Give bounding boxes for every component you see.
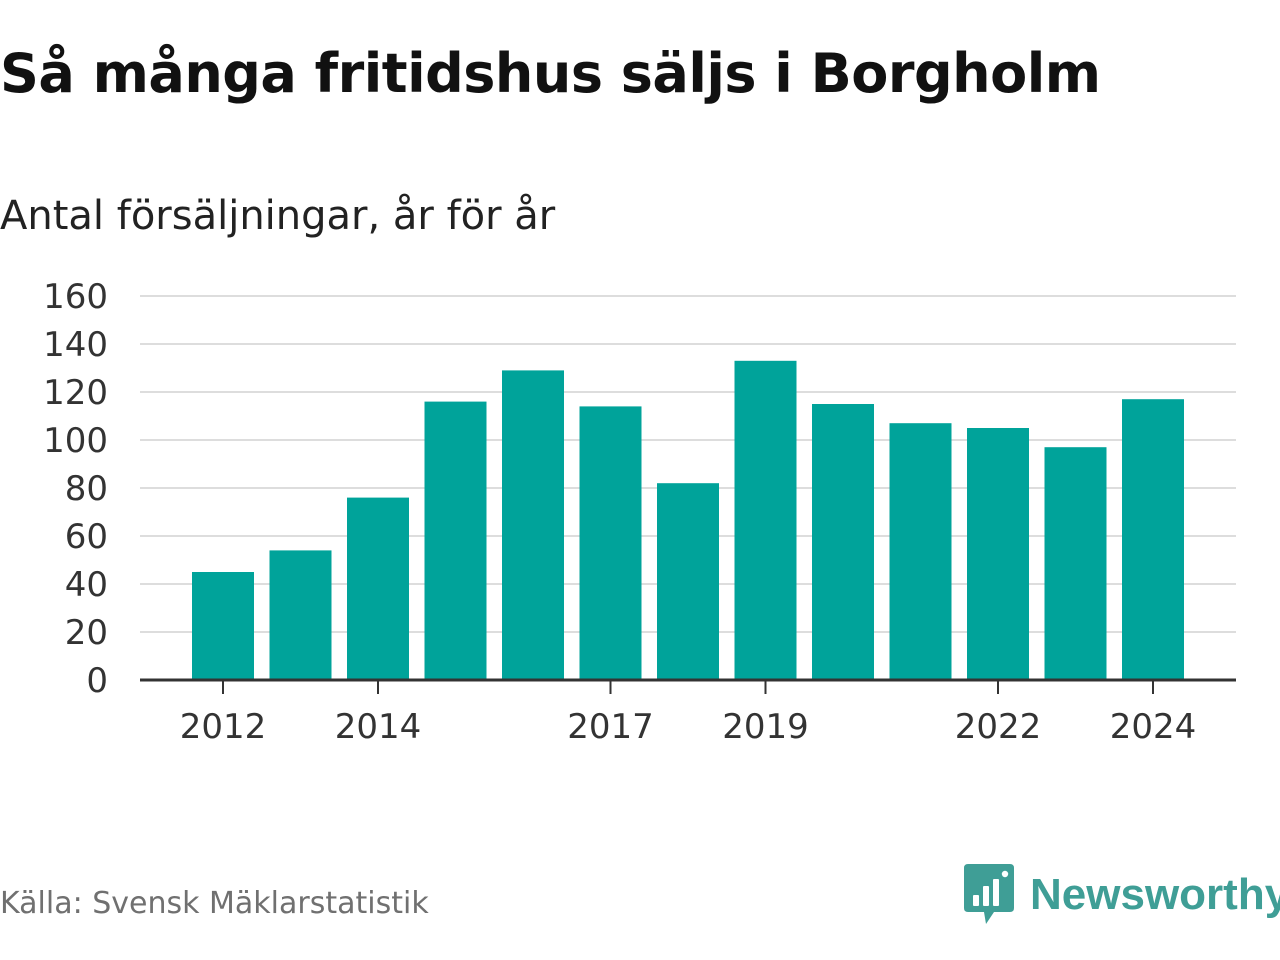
- bar-2024: [1122, 399, 1184, 680]
- newsworthy-logo-icon: [964, 864, 1014, 924]
- chart-title: Så många fritidshus säljs i Borgholm: [0, 42, 1101, 105]
- y-tick-label: 100: [43, 421, 108, 461]
- x-tick-label: 2017: [567, 707, 654, 747]
- bar-2013: [269, 550, 332, 680]
- bar-2019: [734, 360, 797, 680]
- y-tick-label: 40: [65, 565, 108, 605]
- x-tick-label: 2014: [335, 707, 422, 747]
- bars: [192, 360, 1184, 680]
- bar-2020: [812, 404, 874, 680]
- x-tick-label: 2019: [722, 707, 809, 747]
- y-tick-label: 120: [43, 373, 108, 413]
- source-note: Källa: Svensk Mäklarstatistik: [0, 886, 429, 921]
- y-tick-label: 60: [65, 517, 108, 557]
- x-axis: [140, 678, 1236, 694]
- y-tick-label: 160: [43, 277, 108, 317]
- y-tick-label: 80: [65, 469, 108, 509]
- bar-2015: [424, 401, 487, 680]
- bar-2021: [889, 423, 952, 680]
- bar-2016: [502, 370, 564, 680]
- y-tick-label: 0: [86, 661, 108, 701]
- y-tick-label: 140: [43, 325, 108, 365]
- x-tick-label: 2022: [955, 707, 1042, 747]
- bar-2023: [1044, 447, 1107, 680]
- y-tick-label: 20: [65, 613, 108, 653]
- x-tick-label: 2012: [180, 707, 267, 747]
- chart-subtitle: Antal försäljningar, år för år: [0, 193, 556, 239]
- bar-2022: [967, 428, 1029, 680]
- brand-name: Newsworthy: [1030, 870, 1280, 919]
- bar-2018: [657, 483, 719, 680]
- bar-2014: [347, 497, 409, 680]
- tick-labels: 0 20 40 60 80 100 120 140 160 2012 2014 2017 2019 202…: [43, 277, 1196, 747]
- brand-logo: Newsworthy: [964, 864, 1280, 926]
- bar-2012: [192, 572, 254, 680]
- bar-2017: [579, 406, 642, 680]
- x-tick-label: 2024: [1110, 707, 1197, 747]
